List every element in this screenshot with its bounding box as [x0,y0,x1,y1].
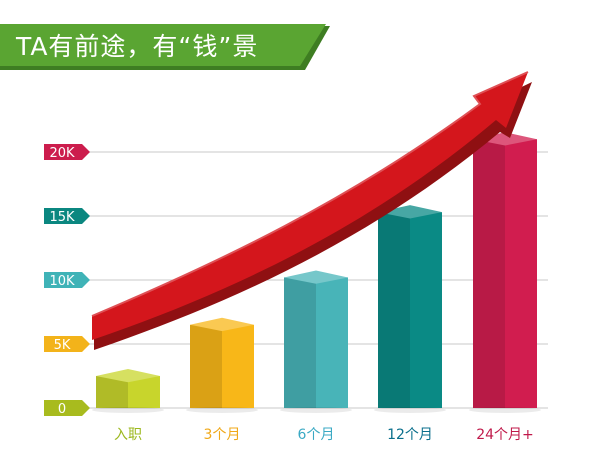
bar-face-left [190,324,222,408]
y-tick-tag [44,336,90,352]
title-banner [0,24,330,70]
bar-top [473,132,537,146]
bar-face-right [222,324,254,408]
bar-4 [469,132,541,413]
bar-face-left [378,212,410,408]
y-tick-4: 20K [44,144,90,161]
x-category-label-4: 24个月+ [476,427,534,443]
x-category-label-3: 12个月 [387,427,433,443]
y-tick-label: 10K [49,274,75,289]
y-tick-tag [44,144,90,160]
y-tick-label: 5K [54,338,71,353]
y-axis-ticks: 0 5K 10K 15K 20K [44,144,90,417]
x-category-label-1: 3个月 [204,427,241,443]
bar-shadow [186,407,258,413]
y-tick-label: 20K [49,146,75,161]
bar-shadow [92,407,164,413]
bar-2 [280,270,352,413]
bar-shadow [280,407,352,413]
bar-top [96,369,160,383]
bar-face-right [128,376,160,408]
y-tick-3: 15K [44,208,90,225]
y-tick-1: 5K [44,336,90,353]
x-category-label-0: 入职 [114,427,142,443]
y-tick-tag [44,208,90,224]
bars [92,132,541,413]
y-tick-label: 0 [58,402,66,417]
bar-face-right [316,277,348,408]
bar-face-right [505,139,537,408]
trend-arrow [91,71,532,350]
bar-face-left [96,376,128,408]
bar-shadow [469,407,541,413]
bar-top [284,270,348,284]
bar-top [378,205,442,219]
bar-face-left [284,277,316,408]
trend-arrow-highlight [91,71,529,317]
y-tick-0: 0 [44,400,90,417]
y-tick-label: 15K [49,210,75,225]
bar-top [190,317,254,332]
chart-title: TA有前途，有“钱”景 [16,32,259,61]
bar-face-left [473,139,505,408]
y-tick-tag [44,400,90,416]
y-tick-2: 10K [44,272,90,289]
bar-1 [186,317,258,413]
trend-arrow-body [92,72,528,340]
bar-face-right [410,212,442,408]
bar-shadow [374,407,446,413]
banner-background [0,24,326,66]
bar-0 [92,369,164,413]
bar-3 [374,205,446,413]
x-axis-labels: 入职 3个月 6个月 12个月 24个月+ [114,427,534,443]
x-category-label-2: 6个月 [298,427,335,443]
y-tick-tag [44,272,90,288]
